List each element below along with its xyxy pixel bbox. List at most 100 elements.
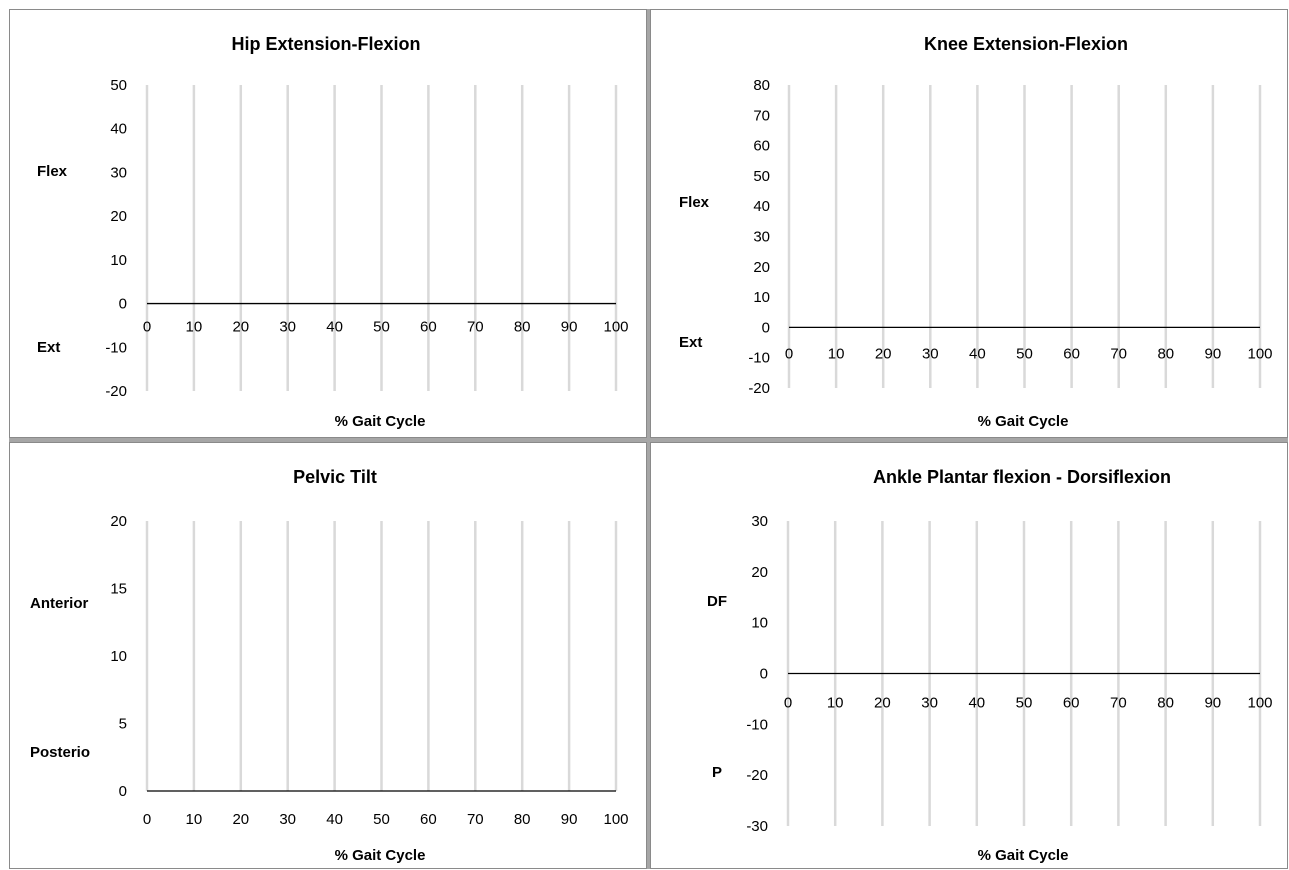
side-label-flex: Flex: [37, 163, 68, 180]
x-tick-label: 30: [279, 811, 296, 828]
y-tick-label: 10: [110, 648, 127, 665]
x-tick-label: 0: [143, 811, 151, 828]
x-tick-label: 90: [1204, 695, 1221, 712]
x-tick-label: 30: [921, 695, 938, 712]
x-tick-label: 20: [232, 811, 249, 828]
x-tick-label: 80: [1157, 345, 1174, 362]
x-tick-label: 70: [467, 811, 484, 828]
y-tick-label: 20: [110, 208, 127, 225]
side-label-anterior: Anterior: [30, 595, 89, 612]
x-tick-label: 40: [326, 811, 343, 828]
x-tick-label: 60: [1063, 695, 1080, 712]
x-axis-label: % Gait Cycle: [978, 413, 1069, 430]
y-tick-label: 0: [760, 666, 768, 683]
hip-chart-svg: Hip Extension-Flexion % Gait Cycle Flex …: [37, 34, 629, 430]
y-tick-label: 5: [119, 716, 127, 733]
x-tick-label: 50: [373, 319, 390, 336]
x-tick-label: 80: [514, 319, 531, 336]
x-tick-label: 40: [326, 319, 343, 336]
y-tick-label: 20: [751, 564, 768, 581]
y-tick-label: -20: [746, 767, 768, 784]
chart-title: Knee Extension-Flexion: [924, 34, 1128, 54]
x-axis-label: % Gait Cycle: [978, 847, 1069, 864]
x-tick-label: 100: [603, 811, 628, 828]
y-tick-label: 70: [753, 107, 770, 124]
ankle-chart-panel: Ankle Plantar flexion - Dorsiflexion % G…: [650, 442, 1288, 869]
side-label-ext: Ext: [37, 339, 60, 356]
y-tick-label: 50: [110, 77, 127, 94]
y-tick-label: 20: [110, 513, 127, 530]
y-tick-label: 80: [753, 77, 770, 94]
y-tick-label: 15: [110, 581, 127, 598]
y-tick-label: 40: [110, 121, 127, 138]
x-tick-label: 60: [420, 319, 437, 336]
ankle-chart-svg: Ankle Plantar flexion - Dorsiflexion % G…: [707, 467, 1273, 864]
side-label-df: DF: [707, 593, 727, 610]
y-tick-label: 0: [119, 296, 127, 313]
x-tick-label: 80: [1157, 695, 1174, 712]
y-tick-label: 50: [753, 168, 770, 185]
side-label-p: P: [712, 764, 722, 781]
y-tick-label: 10: [110, 252, 127, 269]
x-tick-label: 20: [232, 319, 249, 336]
side-label-flex: Flex: [679, 194, 710, 211]
x-tick-label: 90: [561, 319, 578, 336]
panel-divider-horizontal: [9, 438, 1288, 442]
knee-chart-panel: Knee Extension-Flexion % Gait Cycle Flex…: [650, 9, 1288, 438]
x-tick-label: 70: [467, 319, 484, 336]
x-tick-label: 90: [1205, 345, 1222, 362]
x-tick-label: 80: [514, 811, 531, 828]
y-tick-label: -30: [746, 818, 768, 835]
x-tick-label: 10: [827, 695, 844, 712]
side-label-posterior: Posterio: [30, 744, 90, 761]
y-tick-label: -20: [748, 380, 770, 397]
y-tick-label: -20: [105, 383, 127, 400]
x-tick-label: 70: [1110, 695, 1127, 712]
y-tick-label: 30: [753, 229, 770, 246]
x-tick-label: 100: [603, 319, 628, 336]
y-tick-label: 20: [753, 259, 770, 276]
x-axis-label: % Gait Cycle: [335, 847, 426, 864]
side-label-ext: Ext: [679, 334, 702, 351]
y-tick-label: 0: [762, 319, 770, 336]
x-tick-label: 50: [1016, 345, 1033, 362]
x-tick-label: 40: [968, 695, 985, 712]
hip-chart-panel: Hip Extension-Flexion % Gait Cycle Flex …: [9, 9, 647, 438]
x-tick-label: 30: [279, 319, 296, 336]
x-tick-label: 90: [561, 811, 578, 828]
x-tick-label: 10: [186, 319, 203, 336]
chart-title: Ankle Plantar flexion - Dorsiflexion: [873, 467, 1171, 487]
x-tick-label: 30: [922, 345, 939, 362]
x-tick-label: 100: [1247, 695, 1272, 712]
x-tick-label: 0: [785, 345, 793, 362]
x-tick-label: 60: [1063, 345, 1080, 362]
x-tick-label: 0: [143, 319, 151, 336]
x-tick-label: 50: [373, 811, 390, 828]
x-tick-label: 10: [828, 345, 845, 362]
y-tick-label: 60: [753, 138, 770, 155]
y-tick-label: 30: [751, 513, 768, 530]
knee-chart-svg: Knee Extension-Flexion % Gait Cycle Flex…: [679, 34, 1273, 430]
chart-title: Pelvic Tilt: [293, 467, 377, 487]
y-tick-label: -10: [748, 350, 770, 367]
y-tick-label: -10: [746, 716, 768, 733]
x-tick-label: 0: [784, 695, 792, 712]
x-tick-label: 70: [1110, 345, 1127, 362]
x-tick-label: 100: [1247, 345, 1272, 362]
y-tick-label: -10: [105, 339, 127, 356]
y-tick-label: 10: [753, 289, 770, 306]
x-tick-label: 40: [969, 345, 986, 362]
y-tick-label: 0: [119, 783, 127, 800]
y-tick-label: 40: [753, 198, 770, 215]
x-tick-label: 20: [874, 695, 891, 712]
pelvic-tilt-chart-svg: Pelvic Tilt % Gait Cycle Anterior Poster…: [30, 467, 629, 864]
x-tick-label: 60: [420, 811, 437, 828]
chart-title: Hip Extension-Flexion: [231, 34, 420, 54]
x-tick-label: 50: [1016, 695, 1033, 712]
x-axis-label: % Gait Cycle: [335, 413, 426, 430]
x-tick-label: 10: [186, 811, 203, 828]
y-tick-label: 30: [110, 164, 127, 181]
x-tick-label: 20: [875, 345, 892, 362]
y-tick-label: 10: [751, 615, 768, 632]
pelvic-tilt-chart-panel: Pelvic Tilt % Gait Cycle Anterior Poster…: [9, 442, 647, 869]
